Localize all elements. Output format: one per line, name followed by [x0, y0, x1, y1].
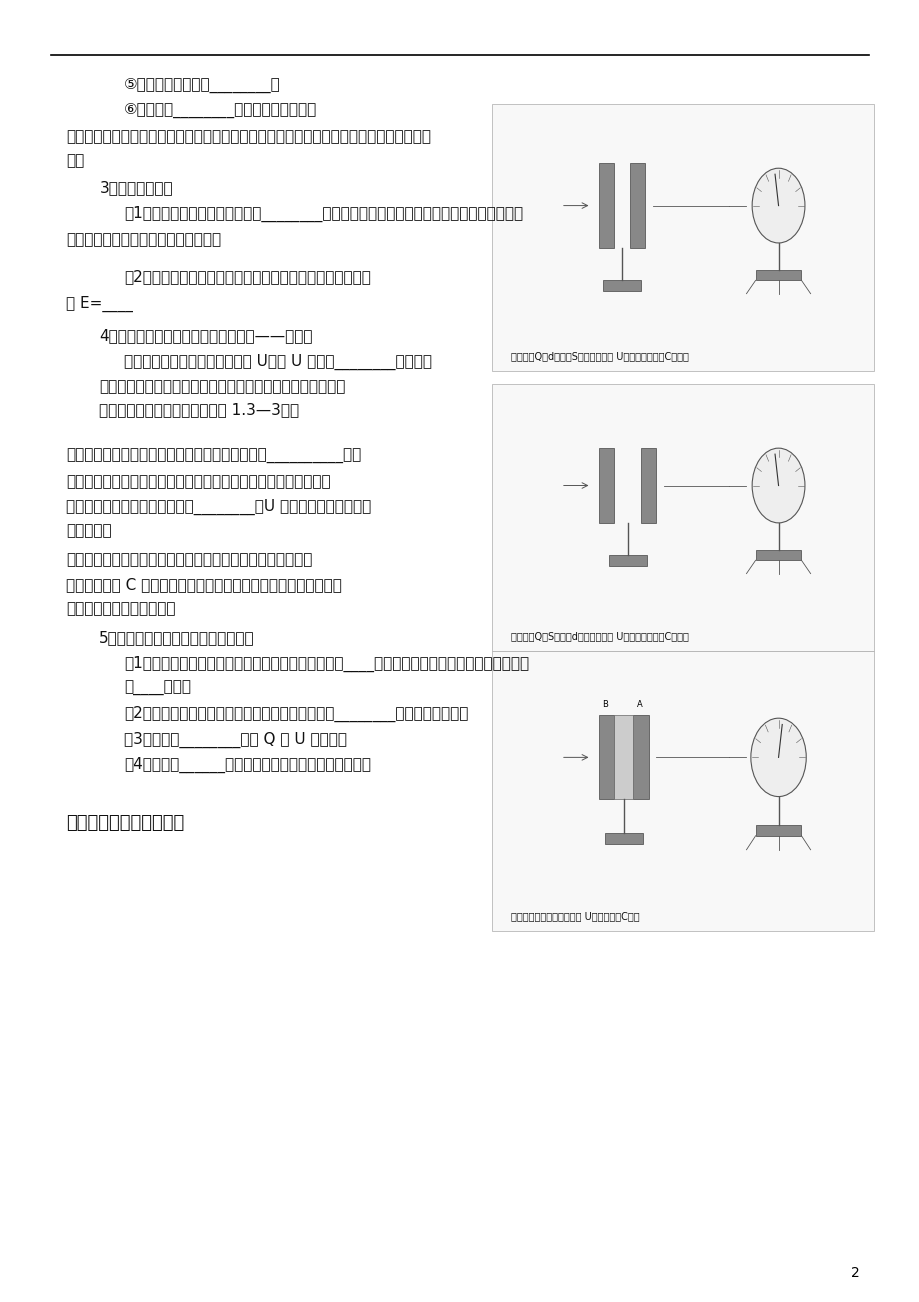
Bar	[641, 448, 655, 523]
Text: 静电计是在验电器的基础上改造而成的，静电计由__________的两: 静电计是在验电器的基础上改造而成的，静电计由__________的两	[66, 449, 361, 465]
Text: （1）首先确定不变量，若电容器充电后断开电源，则____不变；若电容器始终和直流电源相连，: （1）首先确定不变量，若电容器充电后断开电源，则____不变；若电容器始终和直流…	[124, 656, 528, 672]
Bar	[492, 651, 873, 931]
Text: （2）当决定电容器大小的某一因素变化时，用公式________判断电容的变化。: （2）当决定电容器大小的某一因素变化时，用公式________判断电容的变化。	[124, 706, 468, 721]
Bar	[598, 448, 614, 523]
Text: 则____不变。: 则____不变。	[124, 681, 191, 697]
Bar	[602, 280, 641, 292]
Bar	[754, 549, 800, 560]
Text: （4）用公式______分析平行板电容两板间场强的变化。: （4）用公式______分析平行板电容两板间场强的变化。	[124, 756, 370, 772]
Text: （1）平行板电容器的电容计算式________（即电容与两板的正对面积成正比，与两板间距离: （1）平行板电容器的电容计算式________（即电容与两板的正对面积成正比，与…	[124, 206, 523, 221]
Text: 丙：插入电介质后，电势差 U减小，电容C增大: 丙：插入电介质后，电势差 U减小，电容C增大	[510, 911, 639, 922]
Text: 成为反比，与介质的介电常数成正比）: 成为反比，与介质的介电常数成正比）	[66, 232, 221, 247]
Text: B: B	[602, 700, 607, 710]
Text: 5、关于电容器两类型问题分析方法：: 5、关于电容器两类型问题分析方法：	[99, 630, 255, 646]
Text: 电计测量两板间的电势差，如图 1.3—3所示: 电计测量两板间的电势差，如图 1.3—3所示	[99, 402, 300, 418]
Bar	[492, 384, 873, 651]
Bar	[754, 270, 800, 280]
Bar	[598, 715, 614, 799]
Text: A: A	[636, 700, 641, 710]
Bar	[492, 104, 873, 371]
Text: 4、测量电容器两极板间电势差的仪器——静电计: 4、测量电容器两极板间电势差的仪器——静电计	[99, 328, 312, 344]
Text: 去测量（因为两板上的正、负荷会立即中和掉），但可以用静: 去测量（因为两板上的正、负荷会立即中和掉），但可以用静	[99, 379, 346, 395]
Text: 且 E=____: 且 E=____	[66, 296, 133, 311]
Text: 乙：保持Q和S不变，d越大，电势差 U越大，表示电容C越小。: 乙：保持Q和S不变，d越大，电势差 U越大，表示电容C越小。	[510, 631, 687, 642]
Text: 2: 2	[850, 1267, 859, 1280]
Text: 刻度读出。: 刻度读出。	[66, 523, 112, 539]
Bar	[754, 824, 800, 836]
Text: ⑤电容器中电场强度________；: ⑤电容器中电场强度________；	[124, 78, 280, 94]
Text: 甲：保持Q和d不变，S越小，电势差 U越大，表示电容C越小。: 甲：保持Q和d不变，S越小，电势差 U越大，表示电容C越小。	[510, 352, 687, 362]
Text: 三、问题引领，知识探究: 三、问题引领，知识探究	[66, 814, 185, 832]
Text: ⑥电容器的________转化成其他形式的能: ⑥电容器的________转化成其他形式的能	[124, 103, 317, 118]
Bar	[629, 163, 644, 249]
Text: 3、平等板电容器: 3、平等板电容器	[99, 180, 173, 195]
Text: 注意：放电的过程实际上就是电容器极板正、负荷中和的过程，当放电结束时，电路中无电: 注意：放电的过程实际上就是电容器极板正、负荷中和的过程，当放电结束时，电路中无电	[66, 129, 431, 145]
Text: （3）用公式________分析 Q 和 U 的变化。: （3）用公式________分析 Q 和 U 的变化。	[124, 732, 346, 747]
Bar	[604, 833, 642, 844]
Bar	[633, 715, 648, 799]
Bar	[614, 715, 633, 799]
Text: 部分构成，静电计与电容器的两部分分别接在一起，则电容器上的: 部分构成，静电计与电容器的两部分分别接在一起，则电容器上的	[66, 474, 331, 490]
Bar	[598, 163, 614, 249]
Text: 电容器充电后，两板间有电势差 U，但 U 的大小________用电压表: 电容器充电后，两板间有电势差 U，但 U 的大小________用电压表	[124, 354, 432, 370]
Text: （2）带电平行板电容器两板间的电场可以认为是匀强电场，: （2）带电平行板电容器两板间的电场可以认为是匀强电场，	[124, 270, 370, 285]
Bar	[608, 555, 646, 565]
Text: 注意：静电计本身也是一个电容器，但静电计容纳电荷的本领: 注意：静电计本身也是一个电容器，但静电计容纳电荷的本领	[66, 552, 312, 568]
Text: 很弱，即电容 C 很小，当带电的电容器与静电计连接时，可认为电: 很弱，即电容 C 很小，当带电的电容器与静电计连接时，可认为电	[66, 577, 342, 592]
Circle shape	[752, 168, 804, 243]
Text: 电势差就等于静电计上所指示的________，U 的大小就从静电计上的: 电势差就等于静电计上所指示的________，U 的大小就从静电计上的	[66, 499, 371, 514]
Text: 容器上的电荷量保持不变。: 容器上的电荷量保持不变。	[66, 602, 176, 617]
Circle shape	[750, 719, 805, 797]
Text: 流。: 流。	[66, 154, 85, 169]
Circle shape	[752, 448, 804, 523]
